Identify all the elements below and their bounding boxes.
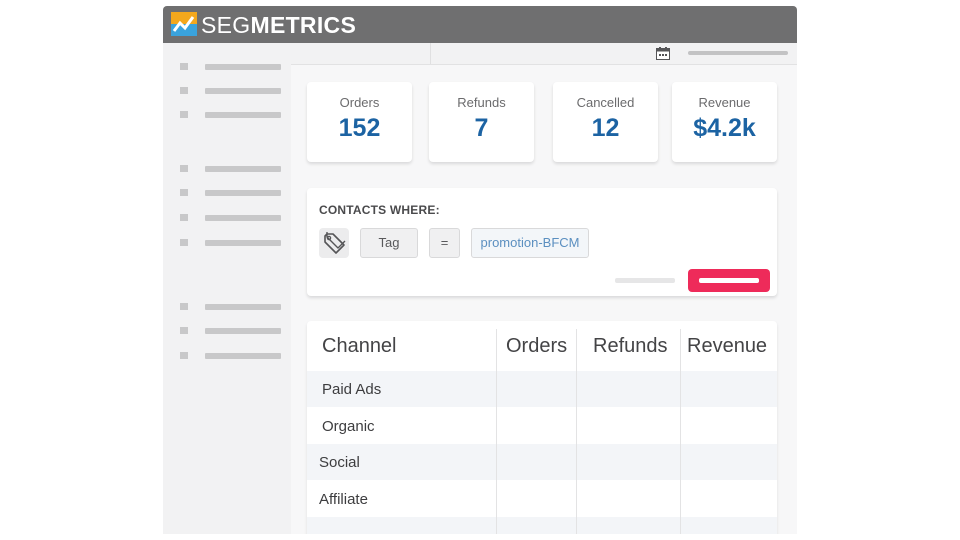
stat-value: 152: [338, 114, 381, 142]
stat-label: Revenue: [698, 95, 751, 110]
stat-card-cancelled: Cancelled 12: [553, 82, 658, 162]
filter-field-chip[interactable]: Tag: [360, 228, 418, 258]
nav-bullet: [180, 189, 188, 196]
nav-label-placeholder: [205, 190, 281, 196]
column-divider: [576, 329, 577, 534]
sidebar-item[interactable]: [163, 351, 291, 361]
segment-filter-card: CONTACTS WHERE: Tag = promotion-BFCM: [307, 188, 777, 296]
nav-label-placeholder: [205, 353, 281, 359]
filter-type-button[interactable]: [319, 228, 349, 258]
sidebar-item[interactable]: [163, 86, 291, 96]
nav-label-placeholder: [205, 166, 281, 172]
sidebar-item[interactable]: [163, 164, 291, 174]
date-range-placeholder[interactable]: [688, 51, 788, 55]
sidebar: [163, 43, 291, 534]
nav-bullet: [180, 111, 188, 118]
stat-card-refunds: Refunds 7: [429, 82, 534, 162]
brand-bold: METRICS: [250, 12, 357, 38]
nav-bullet: [180, 87, 188, 94]
brand-light: SEG: [201, 12, 251, 38]
stat-value: 12: [591, 114, 620, 142]
nav-bullet: [180, 327, 188, 334]
nav-label-placeholder: [205, 64, 281, 70]
nav-label-placeholder: [205, 215, 281, 221]
sidebar-item[interactable]: [163, 326, 291, 336]
toolbar-divider: [430, 43, 431, 64]
sidebar-item[interactable]: [163, 188, 291, 198]
table-row: Organic: [307, 408, 777, 444]
nav-label-placeholder: [205, 240, 281, 246]
stat-label: Cancelled: [576, 95, 635, 110]
calendar-icon[interactable]: [656, 47, 670, 60]
button-label-placeholder: [699, 278, 759, 283]
nav-label-placeholder: [205, 112, 281, 118]
brand-name: SEGMETRICS: [201, 13, 356, 37]
column-header-refunds[interactable]: Refunds: [593, 335, 668, 357]
column-header-orders[interactable]: Orders: [506, 335, 568, 357]
nav-bullet: [180, 352, 188, 359]
channel-cell: Affiliate: [319, 491, 368, 508]
nav-bullet: [180, 214, 188, 221]
table-row: Social: [307, 444, 777, 480]
column-header-channel[interactable]: Channel: [322, 335, 397, 357]
filter-value-chip[interactable]: promotion-BFCM: [471, 228, 589, 258]
stat-label: Refunds: [457, 95, 506, 110]
column-header-revenue[interactable]: Revenue: [687, 335, 768, 357]
nav-label-placeholder: [205, 88, 281, 94]
nav-bullet: [180, 303, 188, 310]
sidebar-item[interactable]: [163, 302, 291, 312]
top-toolbar: [291, 43, 797, 65]
table-row: Affiliate: [307, 481, 777, 517]
nav-label-placeholder: [205, 328, 281, 334]
sidebar-item[interactable]: [163, 238, 291, 248]
stat-card-revenue: Revenue $4.2k: [672, 82, 777, 162]
apply-filter-button[interactable]: [688, 269, 770, 292]
nav-bullet: [180, 239, 188, 246]
column-divider: [496, 329, 497, 534]
nav-bullet: [180, 63, 188, 70]
sidebar-item[interactable]: [163, 213, 291, 223]
stat-value: 7: [474, 114, 489, 142]
stat-label: Orders: [339, 95, 380, 110]
channel-cell: Organic: [322, 418, 375, 435]
sidebar-item[interactable]: [163, 110, 291, 120]
title-bar: SEGMETRICS: [163, 6, 797, 43]
channel-cell: Social: [319, 454, 360, 471]
nav-label-placeholder: [205, 304, 281, 310]
sidebar-item[interactable]: [163, 62, 291, 72]
filter-title: CONTACTS WHERE:: [319, 203, 440, 217]
cancel-link-placeholder[interactable]: [615, 278, 675, 283]
stat-card-orders: Orders 152: [307, 82, 412, 162]
stat-value: $4.2k: [693, 114, 756, 142]
table-row: Paid Ads: [307, 371, 777, 407]
app-window: SEGMETRICS Orders 152 Refun: [163, 6, 797, 534]
tag-icon: [324, 232, 346, 254]
filter-operator-chip[interactable]: =: [429, 228, 460, 258]
table-row: [307, 517, 777, 534]
channel-cell: Paid Ads: [322, 381, 382, 398]
nav-bullet: [180, 165, 188, 172]
main-content: Orders 152 Refunds 7 Cancelled 12 Revenu…: [291, 65, 797, 534]
channel-table: Paid Ads Organic Social Affiliate Channe…: [307, 321, 777, 534]
column-divider: [680, 329, 681, 534]
logo-icon: [171, 12, 197, 36]
